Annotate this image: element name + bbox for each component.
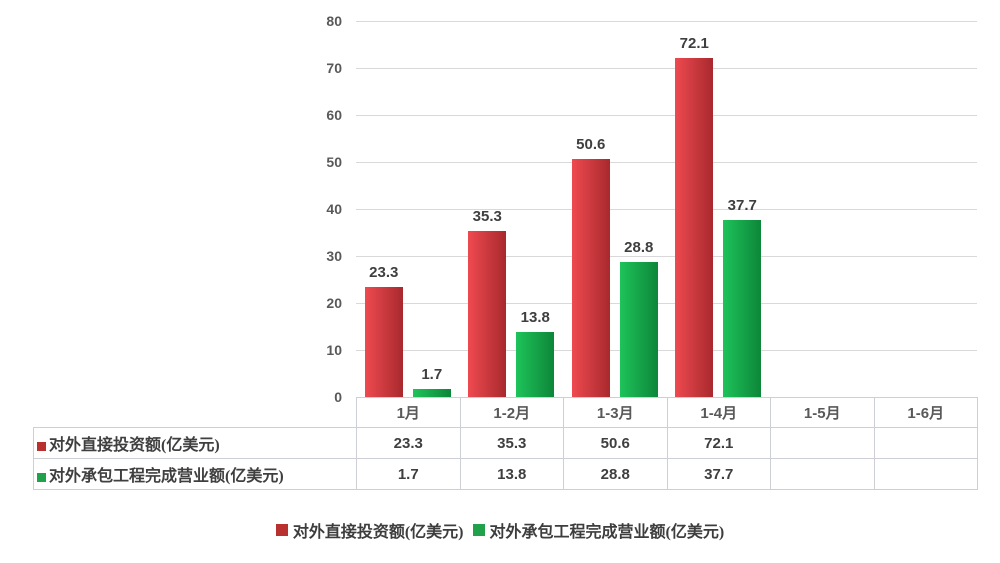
table-series-label-cell: 对外直接投资额(亿美元): [33, 427, 357, 459]
table-category-header: 1月: [356, 397, 461, 428]
y-axis-tick-label: 50: [326, 154, 342, 170]
table-category-header: 1-5月: [770, 397, 875, 428]
bar-series2-cat3: [619, 261, 658, 397]
bar-series1-cat3: [571, 159, 610, 397]
bar-value-label: 1.7: [421, 366, 443, 383]
table-series-label: 对外承包工程完成营业额(亿美元): [49, 468, 284, 485]
y-axis-tick-label: 80: [326, 13, 342, 29]
gridline: [356, 67, 977, 69]
bar-series1-cat4: [675, 58, 714, 397]
bar-value-label: 23.3: [369, 264, 399, 282]
bar-value-label: 72.1: [679, 35, 709, 53]
table-value-cell: 13.8: [459, 458, 564, 490]
table-category-header: 1-4月: [666, 397, 771, 428]
table-value-cell: [873, 458, 978, 490]
table-value-cell: [770, 458, 875, 490]
series-key-icon: [37, 442, 46, 451]
table-value-cell: 37.7: [666, 458, 771, 490]
y-axis-tick-label: 10: [326, 342, 342, 358]
gridline: [356, 208, 977, 210]
legend-item: 对外直接投资额(亿美元): [275, 518, 464, 542]
table-value-cell: 35.3: [459, 427, 564, 459]
bar-series2-cat2: [516, 332, 555, 397]
table-category-header: 1-3月: [563, 397, 668, 428]
bar-series2-cat4: [723, 219, 762, 397]
bar-value-label: 50.6: [576, 136, 606, 154]
table-value-cell: 50.6: [563, 427, 668, 459]
gridline: [356, 20, 977, 22]
gridline: [356, 349, 977, 351]
table-value-cell: 72.1: [666, 427, 771, 459]
table-value-cell: 23.3: [356, 427, 461, 459]
table-value-cell: 28.8: [563, 458, 668, 490]
table-series-label: 对外直接投资额(亿美元): [49, 437, 220, 454]
bar-value-label: 28.8: [624, 238, 654, 256]
table-value-cell: 1.7: [356, 458, 461, 490]
bar-series2-cat1: [412, 389, 451, 397]
data-table: 1月 1-2月 1-3月 1-4月 1-5月 1-6月对外直接投资额(亿美元) 23.3 35…: [33, 397, 978, 490]
gridline: [356, 161, 977, 163]
bar-value-label: 37.7: [727, 196, 757, 214]
y-axis-tick-label: 20: [326, 295, 342, 311]
legend-key-icon: [275, 524, 288, 536]
table-category-header: 1-6月: [873, 397, 978, 428]
table-series-label-cell: 对外承包工程完成营业额(亿美元): [33, 458, 357, 490]
legend-key-icon: [472, 524, 485, 536]
bar-value-label: 35.3: [472, 208, 502, 226]
series-key-icon: [37, 473, 46, 482]
table-value-cell: [873, 427, 978, 459]
y-axis-tick-label: 70: [326, 60, 342, 76]
table-corner-cell: [34, 398, 357, 428]
legend-item: 对外承包工程完成营业额(亿美元): [472, 518, 725, 542]
gridline: [356, 114, 977, 116]
bar-series1-cat1: [364, 287, 403, 397]
y-axis-tick-label: 0: [334, 389, 342, 405]
bar-value-label: 13.8: [520, 309, 550, 327]
y-axis-tick-label: 60: [326, 107, 342, 123]
legend-label: 对外直接投资额(亿美元): [292, 524, 464, 541]
bar-series1-cat2: [468, 231, 507, 397]
y-axis-tick-label: 40: [326, 201, 342, 217]
chart-legend: 对外直接投资额(亿美元) 对外承包工程完成营业额(亿美元): [0, 518, 1000, 542]
y-axis-tick-label: 30: [326, 248, 342, 264]
legend-label: 对外承包工程完成营业额(亿美元): [489, 524, 725, 541]
gridline: [356, 255, 977, 257]
table-category-header: 1-2月: [459, 397, 564, 428]
gridline: [356, 302, 977, 304]
table-value-cell: [770, 427, 875, 459]
